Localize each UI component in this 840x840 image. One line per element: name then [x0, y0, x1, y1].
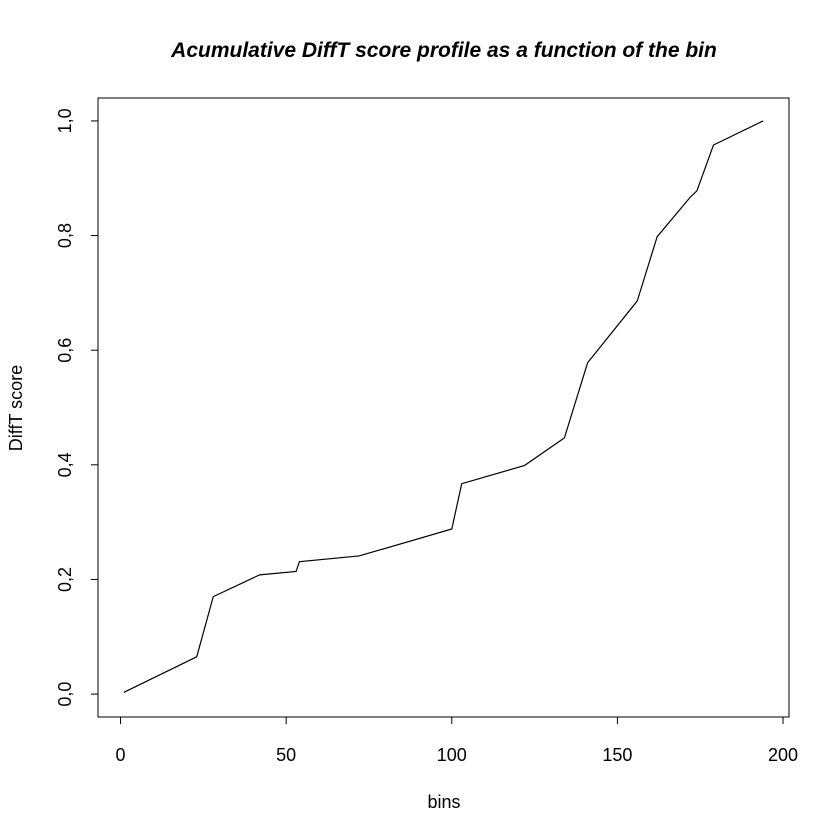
series-line: [123, 120, 764, 693]
series-layer: [123, 120, 764, 693]
y-tick-label: 0,8: [55, 223, 75, 248]
y-axis-label: DiffT score: [6, 365, 26, 451]
x-tick-label: 50: [276, 745, 296, 765]
y-tick-label: 0,2: [55, 567, 75, 592]
y-tick-label: 1,0: [55, 108, 75, 133]
x-tick-label: 100: [437, 745, 467, 765]
x-tick-label: 0: [116, 745, 126, 765]
plot-frame: [97, 97, 790, 718]
y-tick-label: 0,4: [55, 452, 75, 477]
y-tick-label: 0,0: [55, 682, 75, 707]
y-tick-label: 0,6: [55, 338, 75, 363]
x-tick-label: 150: [602, 745, 632, 765]
x-tick-label: 200: [768, 745, 798, 765]
x-axis-label: bins: [427, 792, 460, 812]
y-axis: 0,0 0,2 0,4 0,6 0,8 1,0: [55, 108, 99, 707]
chart-title: Acumulative DiffT score profile as a fun…: [170, 39, 717, 62]
x-axis: 0 50 100 150 200: [116, 716, 798, 765]
